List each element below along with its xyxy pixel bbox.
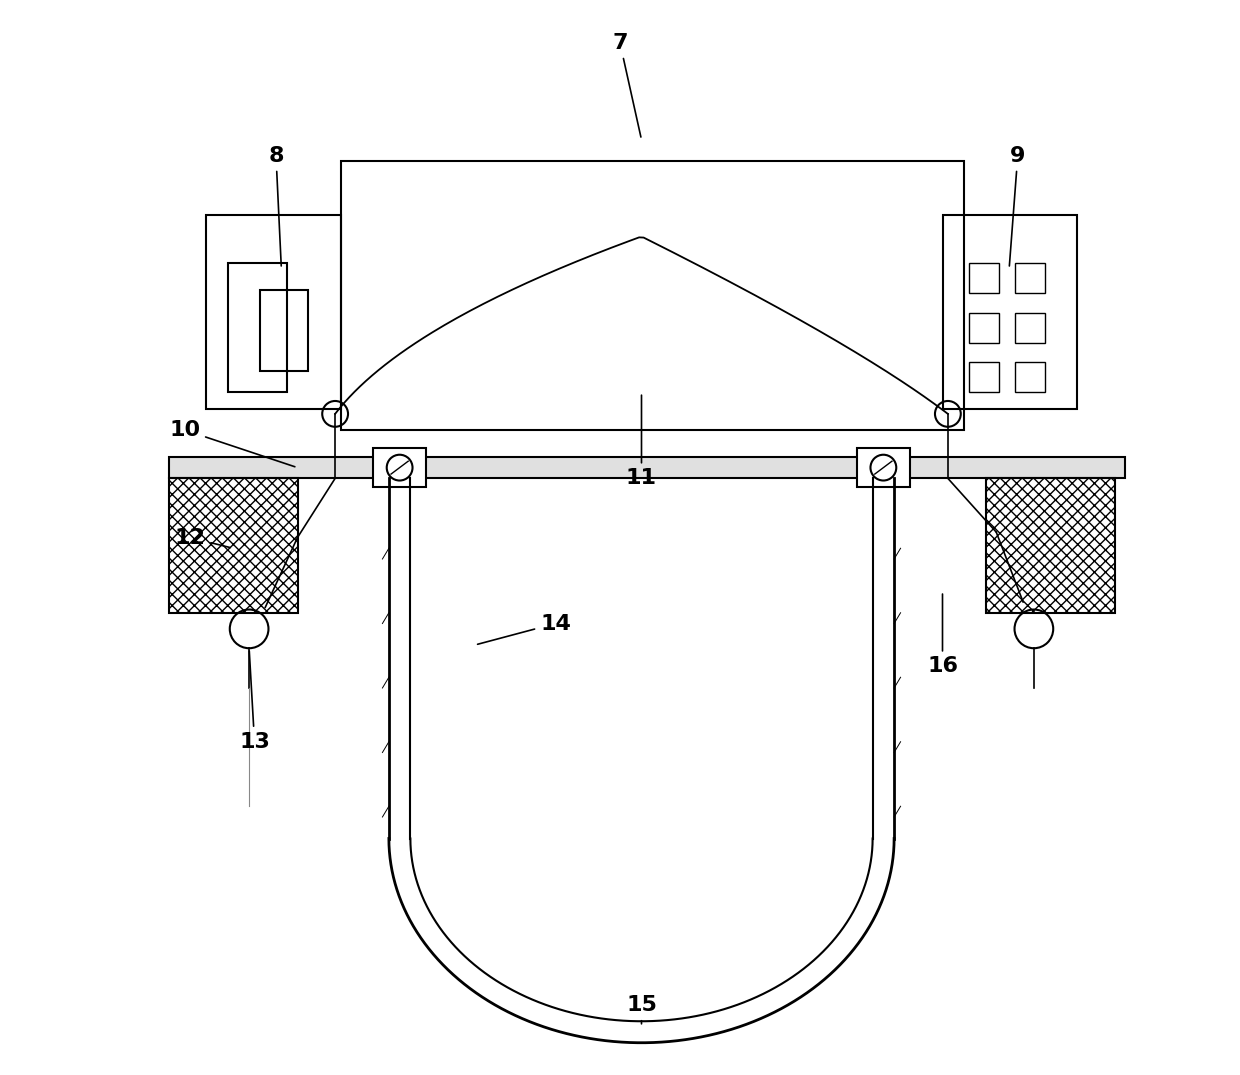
- Bar: [1014, 362, 1044, 392]
- Text: 9: 9: [1009, 146, 1025, 266]
- Text: 13: 13: [239, 651, 270, 751]
- Bar: [970, 313, 999, 343]
- Bar: [169, 478, 298, 613]
- Bar: [373, 448, 427, 487]
- Text: 10: 10: [169, 420, 295, 467]
- Bar: [942, 215, 1076, 408]
- Bar: [206, 215, 341, 408]
- Bar: [1014, 263, 1044, 293]
- Bar: [228, 263, 286, 392]
- Text: 8: 8: [268, 146, 284, 266]
- Text: 15: 15: [626, 995, 657, 1023]
- Bar: [260, 290, 309, 371]
- Text: 12: 12: [175, 528, 231, 547]
- Bar: [970, 362, 999, 392]
- Bar: [341, 161, 963, 430]
- Bar: [169, 457, 1125, 478]
- Bar: [986, 478, 1115, 613]
- Text: 14: 14: [477, 614, 570, 644]
- Bar: [970, 263, 999, 293]
- Text: 16: 16: [928, 594, 959, 676]
- Bar: [1014, 313, 1044, 343]
- Text: 11: 11: [626, 396, 657, 488]
- Bar: [857, 448, 910, 487]
- Text: 7: 7: [613, 33, 641, 137]
